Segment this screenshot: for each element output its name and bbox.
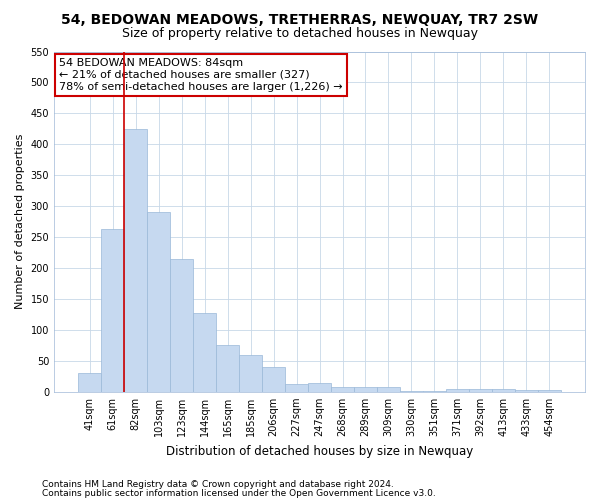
Bar — [308, 382, 331, 392]
X-axis label: Distribution of detached houses by size in Newquay: Distribution of detached houses by size … — [166, 444, 473, 458]
Text: 54, BEDOWAN MEADOWS, TRETHERRAS, NEWQUAY, TR7 2SW: 54, BEDOWAN MEADOWS, TRETHERRAS, NEWQUAY… — [61, 12, 539, 26]
Text: Size of property relative to detached houses in Newquay: Size of property relative to detached ho… — [122, 28, 478, 40]
Text: Contains public sector information licensed under the Open Government Licence v3: Contains public sector information licen… — [42, 490, 436, 498]
Bar — [446, 388, 469, 392]
Bar — [170, 259, 193, 392]
Bar — [239, 354, 262, 392]
Bar — [492, 390, 515, 392]
Bar — [538, 390, 561, 392]
Bar — [101, 229, 124, 392]
Bar — [216, 345, 239, 392]
Bar — [400, 390, 423, 392]
Bar — [354, 387, 377, 392]
Bar — [285, 384, 308, 392]
Bar — [377, 387, 400, 392]
Bar — [124, 129, 147, 392]
Bar — [515, 390, 538, 392]
Text: 54 BEDOWAN MEADOWS: 84sqm
← 21% of detached houses are smaller (327)
78% of semi: 54 BEDOWAN MEADOWS: 84sqm ← 21% of detac… — [59, 58, 343, 92]
Y-axis label: Number of detached properties: Number of detached properties — [15, 134, 25, 310]
Bar — [262, 367, 285, 392]
Bar — [469, 390, 492, 392]
Text: Contains HM Land Registry data © Crown copyright and database right 2024.: Contains HM Land Registry data © Crown c… — [42, 480, 394, 489]
Bar — [78, 373, 101, 392]
Bar — [331, 387, 354, 392]
Bar — [193, 313, 216, 392]
Bar — [423, 390, 446, 392]
Bar — [147, 212, 170, 392]
